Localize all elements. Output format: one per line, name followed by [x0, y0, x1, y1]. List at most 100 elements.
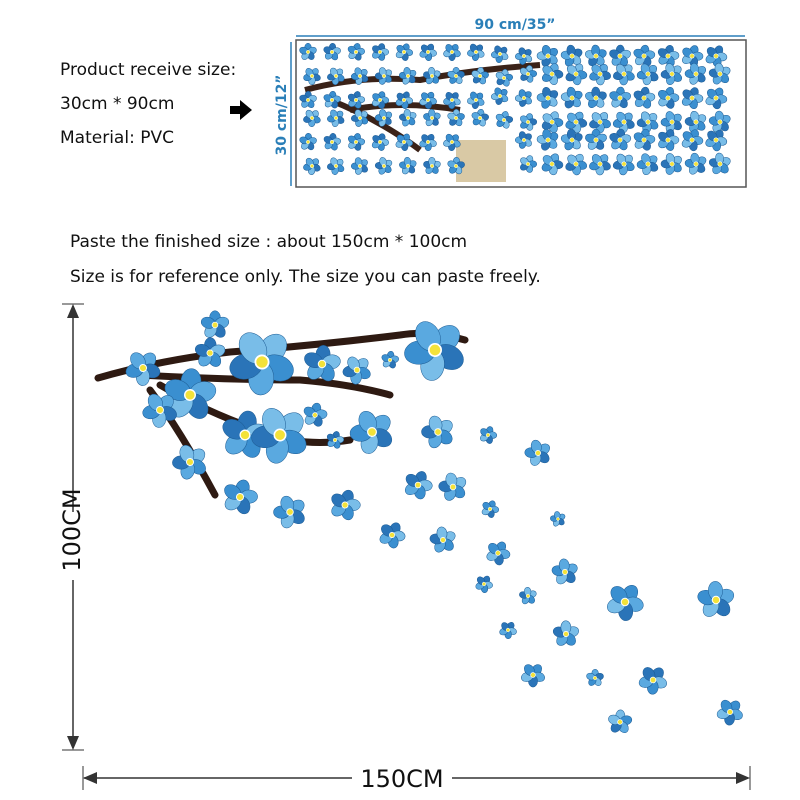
flower-center [569, 95, 575, 101]
flower [520, 155, 538, 173]
flower-center [549, 161, 555, 167]
flower [371, 91, 390, 109]
flower-center [561, 568, 569, 576]
flower [467, 43, 485, 62]
flower [633, 44, 656, 67]
flower [342, 356, 371, 385]
flower [609, 44, 631, 66]
flower-center [482, 582, 486, 586]
flower [374, 157, 393, 175]
flower-center [402, 140, 406, 144]
flower [381, 351, 399, 369]
flower [519, 65, 538, 83]
flower-center [454, 116, 458, 120]
flower [419, 43, 437, 62]
flower [520, 113, 538, 131]
flower [447, 156, 465, 175]
flower-center [717, 71, 723, 77]
flower [613, 63, 635, 86]
flower [658, 87, 680, 109]
flower [636, 153, 659, 176]
flower [299, 132, 317, 151]
flower [514, 131, 532, 149]
flower-center [211, 321, 219, 329]
flower [514, 47, 533, 65]
receive-size: 30cm * 90cm [60, 94, 174, 114]
flower-center [333, 438, 337, 442]
flower [589, 154, 611, 176]
flower [404, 321, 464, 381]
flower-center [273, 428, 287, 442]
flower-center [414, 481, 422, 489]
flower-center [597, 71, 603, 77]
flower [550, 511, 566, 527]
flower [565, 111, 588, 134]
package-width: 90 cm/35” [474, 17, 555, 33]
flower-center [495, 550, 501, 556]
flower-center [306, 50, 310, 54]
flower [395, 133, 413, 151]
flower-center [645, 161, 651, 167]
flower-center [306, 140, 310, 144]
reference-note: Size is for reference only. The size you… [70, 267, 541, 287]
flower [684, 152, 707, 175]
flower [499, 621, 517, 640]
flower-center [330, 98, 334, 102]
flower [681, 87, 704, 110]
flower-center [621, 71, 627, 77]
flower-center [726, 708, 734, 716]
flower-center [430, 164, 434, 168]
flower-center [669, 71, 675, 77]
flower [229, 332, 294, 396]
flower [419, 91, 437, 110]
flower [585, 86, 607, 108]
flower [349, 410, 393, 454]
flower-center [506, 628, 510, 632]
flower [708, 110, 731, 133]
flower [327, 67, 345, 86]
flower [251, 408, 307, 464]
flower-center [478, 116, 482, 120]
flower [552, 620, 579, 646]
flower [398, 67, 417, 85]
flower-center [617, 719, 623, 725]
flower [371, 133, 390, 151]
flower [323, 133, 341, 151]
flower-center [526, 72, 530, 76]
flower [705, 45, 728, 68]
flower-center [402, 98, 406, 102]
flower [612, 111, 635, 134]
flower-center [621, 161, 627, 167]
flower-center [645, 119, 651, 125]
flower [585, 128, 607, 150]
flower-center [649, 676, 657, 684]
flower [443, 44, 461, 62]
flower [491, 45, 509, 63]
flower-center [426, 50, 430, 54]
flower-center [139, 364, 147, 372]
flower [684, 63, 707, 85]
flower-center [545, 137, 551, 143]
flower [495, 69, 514, 87]
flower [331, 489, 361, 521]
flower-center [498, 52, 502, 56]
flower [697, 581, 735, 617]
flower [303, 68, 321, 86]
flower-center [388, 358, 392, 362]
flower [195, 337, 226, 367]
flower [607, 585, 644, 621]
flower [299, 90, 317, 109]
flower [429, 526, 456, 553]
flower-center [449, 483, 457, 491]
package-height: 30 cm/12” [274, 74, 290, 155]
flower [660, 111, 682, 133]
flower [495, 111, 514, 129]
flower-center [434, 428, 442, 436]
flower-center [717, 119, 723, 125]
flower [303, 402, 328, 427]
flower [560, 86, 583, 109]
flower-center [713, 53, 719, 59]
flower [303, 157, 321, 176]
flower [633, 86, 656, 109]
